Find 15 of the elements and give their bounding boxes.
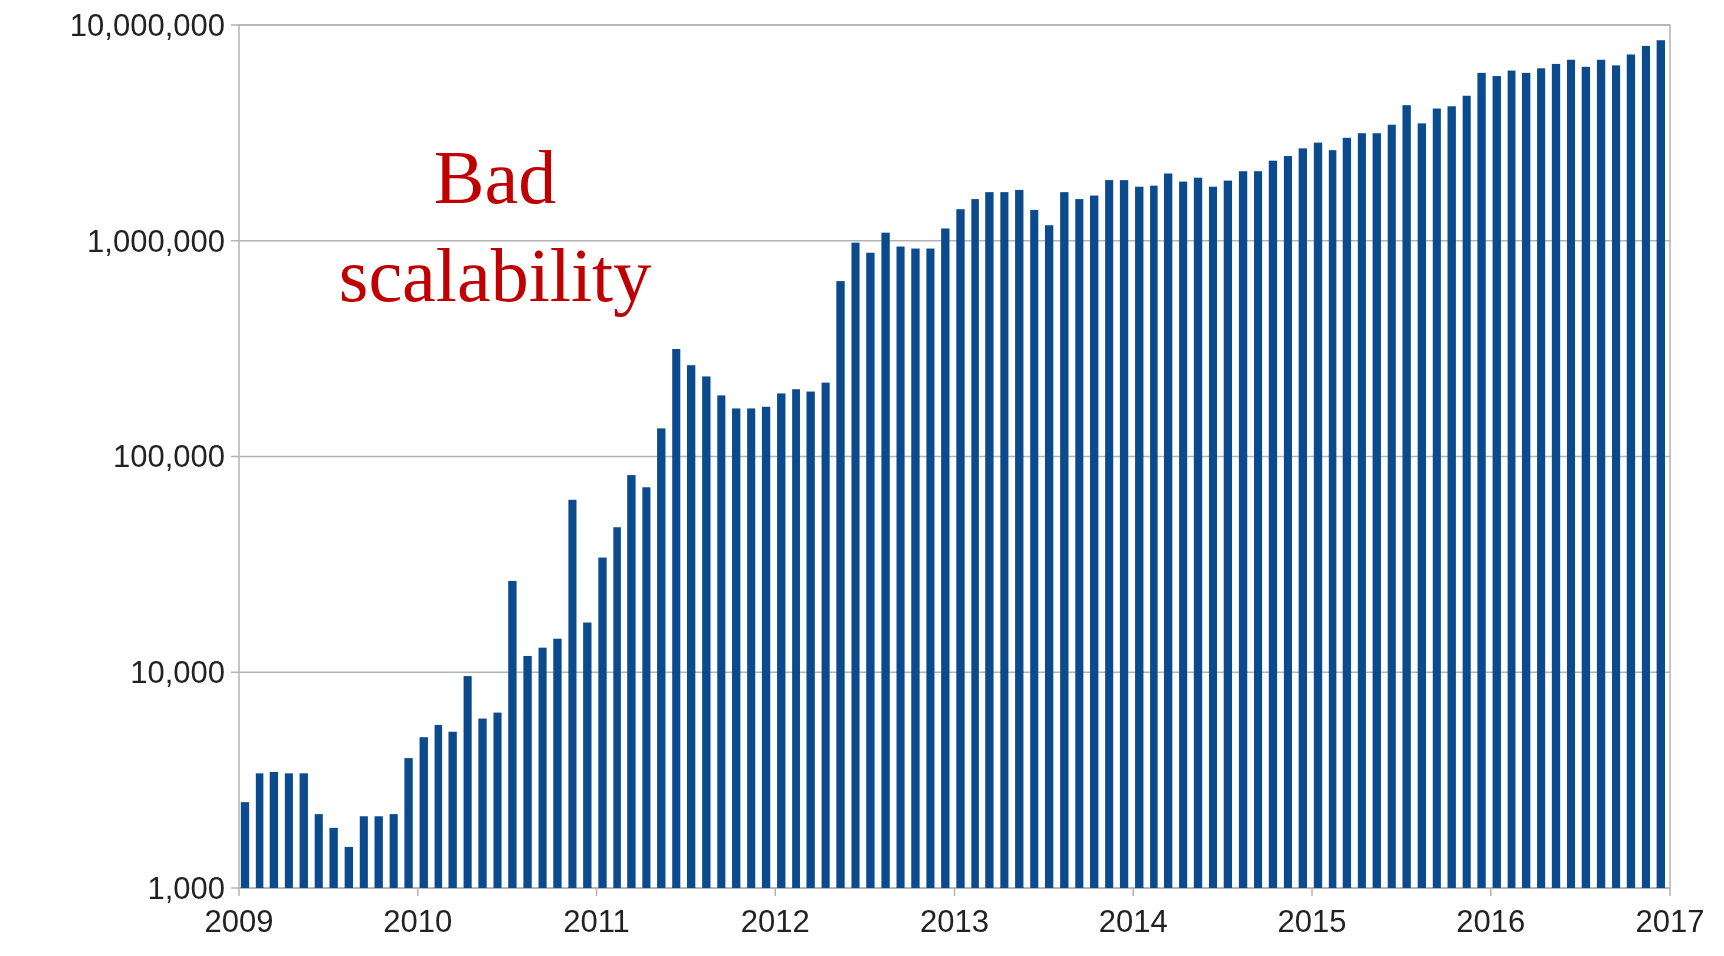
x-tick-label: 2009 [204,904,274,939]
x-tick-label: 2010 [383,904,453,939]
annotation: Bad scalability [338,135,652,317]
y-tick-label: 10,000 [130,655,225,691]
y-tick-label: 1,000,000 [87,223,225,259]
y-tick-label: 1,000 [147,870,225,906]
x-tick-label: 2012 [740,904,810,939]
x-tick-label: 2011 [563,904,630,939]
y-tick-label: 10,000,000 [69,7,225,43]
x-tick-label: 2016 [1456,904,1526,939]
y-tick-label: 100,000 [112,439,225,475]
x-tick-label: 2014 [1098,904,1168,939]
x-tick-label: 2015 [1277,904,1347,939]
x-tick-label: 2013 [920,904,989,939]
x-tick-label: 2017 [1635,904,1705,939]
